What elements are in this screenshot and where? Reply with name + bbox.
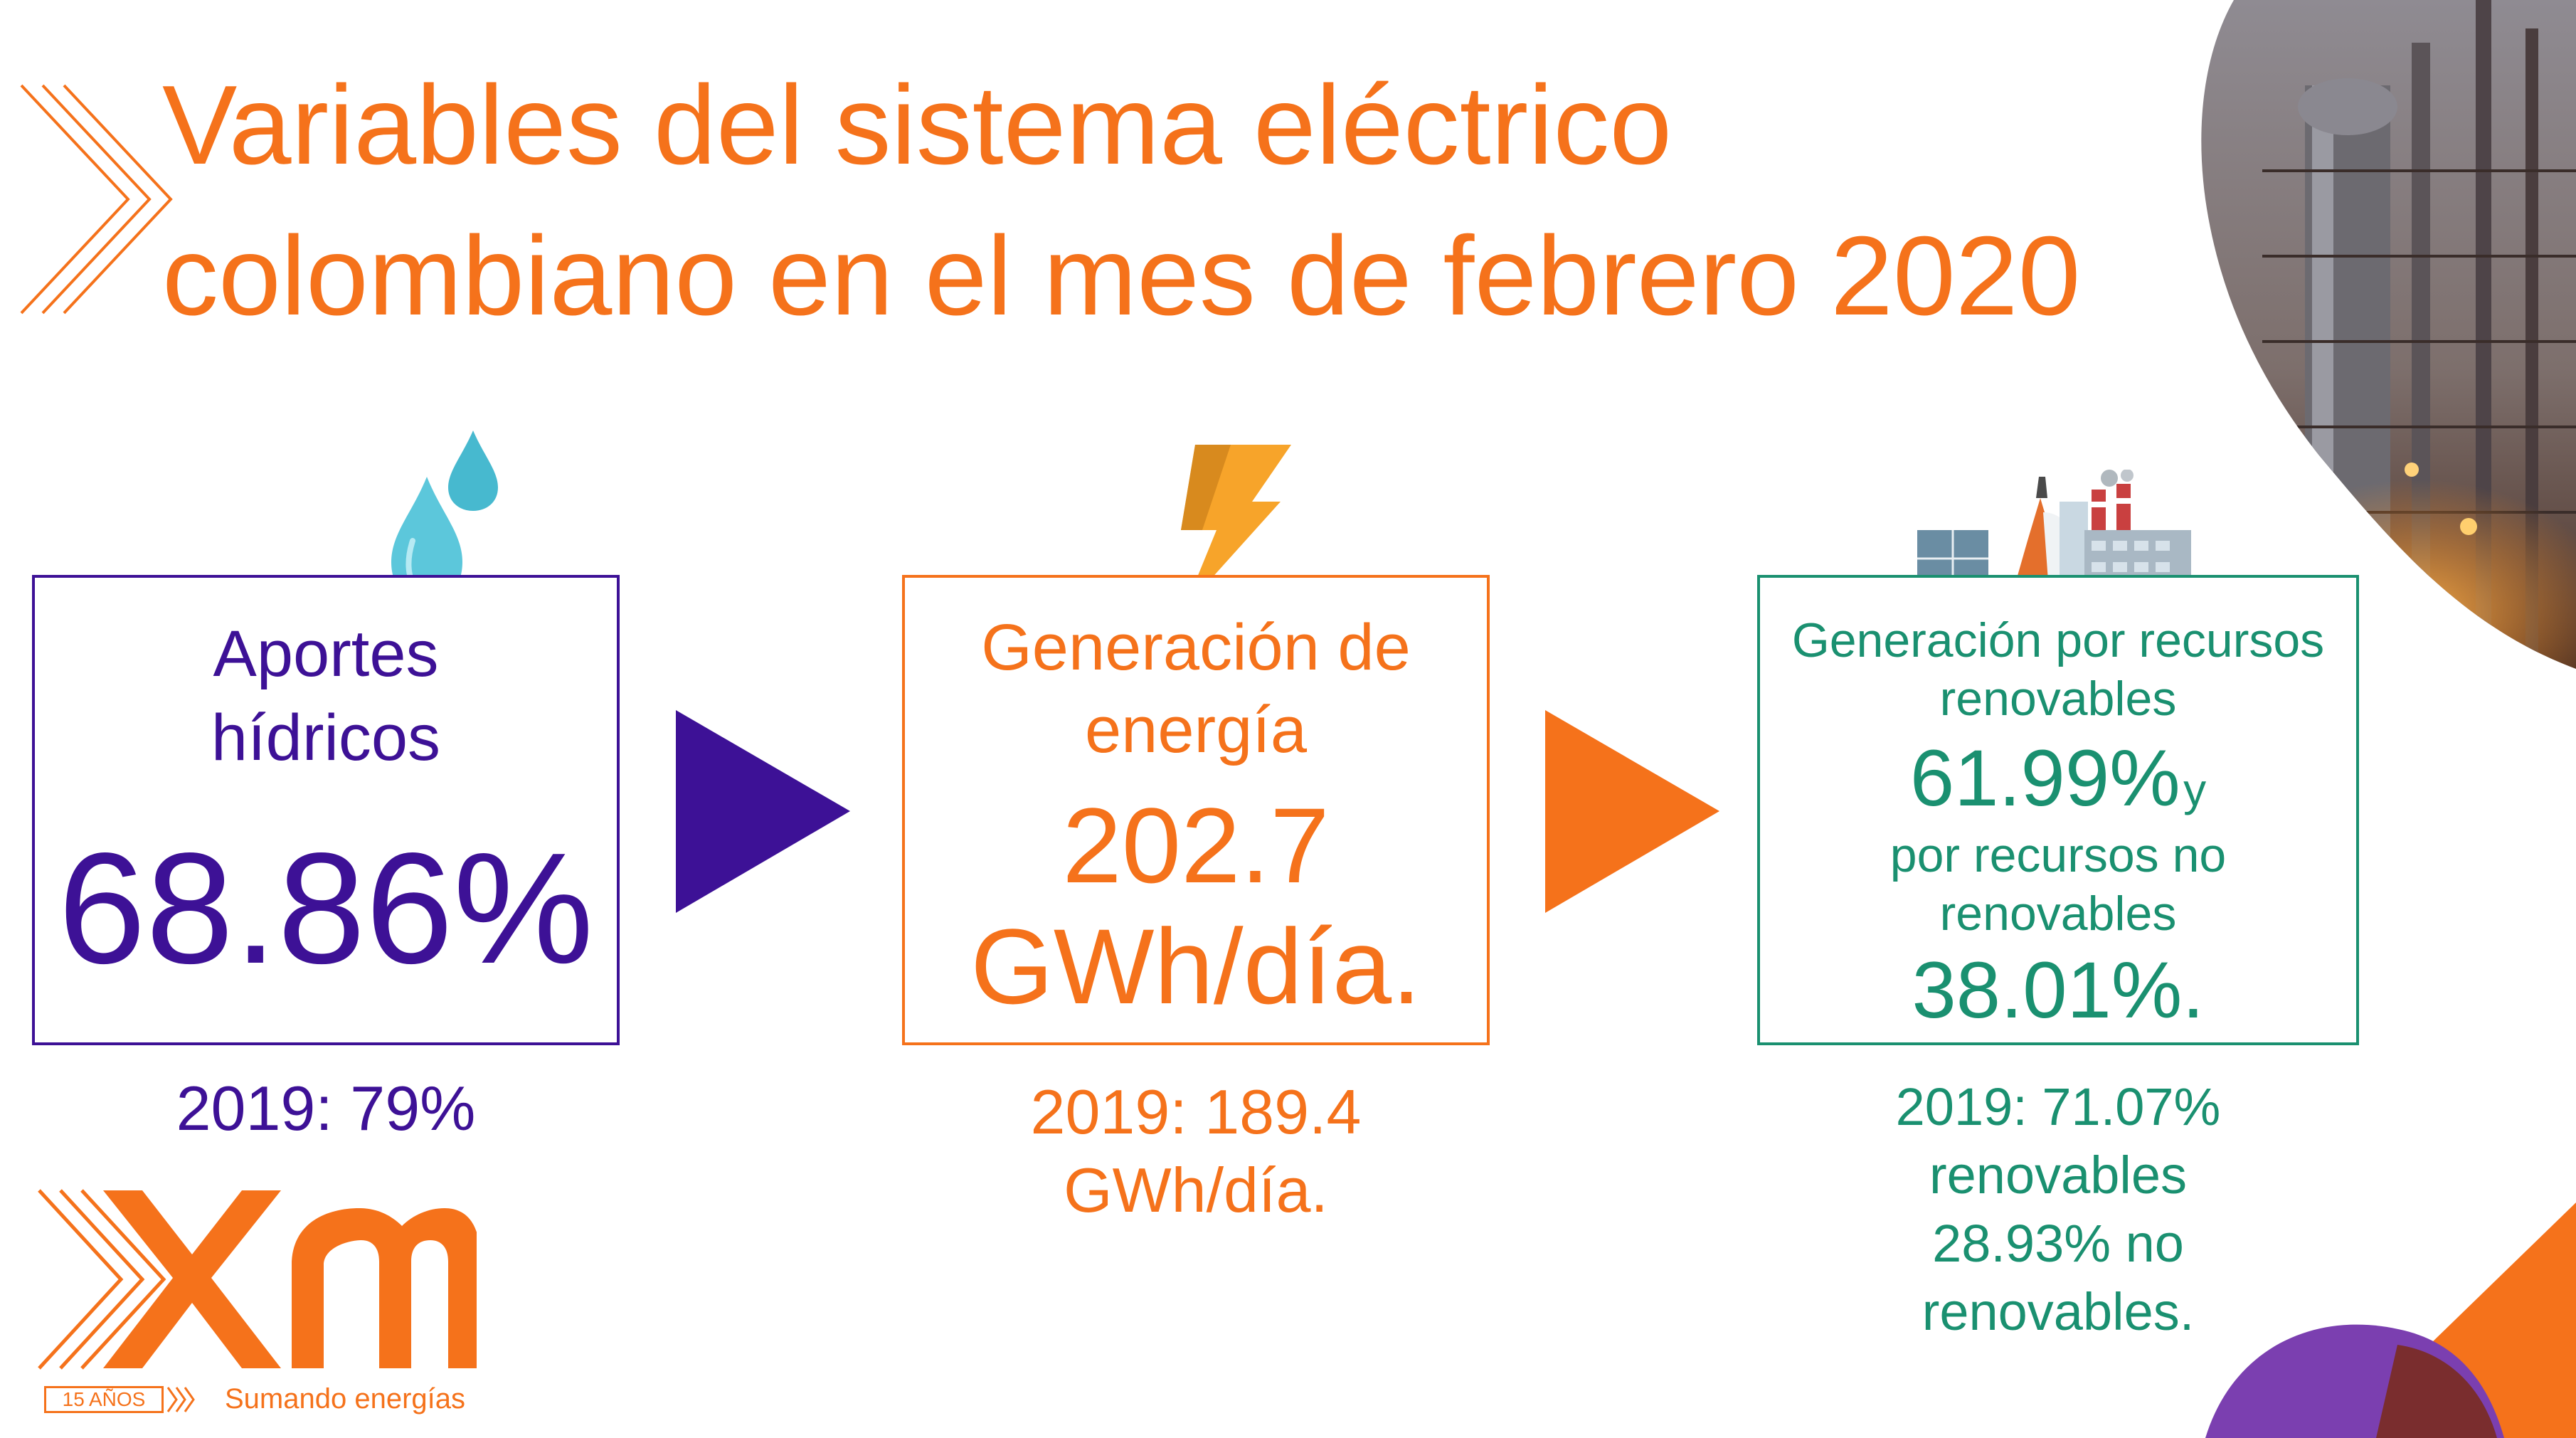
card-value-2: 38.01%. <box>1912 946 2205 1035</box>
corner-decoration <box>2205 1202 2576 1438</box>
note-line-3: 28.93% no <box>1932 1214 2184 1273</box>
chevron-decoration-icon <box>20 84 173 314</box>
note-line-1: 2019: 189.4 <box>1030 1077 1362 1147</box>
card-label-line-1: Generación por recursos <box>1791 613 2325 667</box>
play-arrow-icon <box>676 710 850 913</box>
card-generacion-energia: Generación de energía 202.7 GWh/día. <box>902 575 1490 1045</box>
card-label-line-1: Generación de <box>981 611 1411 684</box>
card-label-line-2: renovables <box>1939 672 2177 726</box>
note-line-4: renovables. <box>1922 1282 2195 1341</box>
card-label-line-2: energía <box>1084 694 1308 766</box>
card-label-line-3: por recursos no <box>1889 828 2227 882</box>
card-label-line-2: hídricos <box>211 702 441 774</box>
title-line-2: colombiano en el mes de febrero 2020 <box>162 213 2081 339</box>
note-2019-aportes: 2019: 79% <box>32 1073 620 1144</box>
logo-tagline: Sumando energías <box>225 1383 466 1415</box>
years-badge: 15 AÑOS <box>44 1386 164 1413</box>
card-value-line-2: GWh/día. <box>970 906 1421 1026</box>
lightning-bolt-icon <box>1181 445 1291 608</box>
xm-logo <box>38 1189 477 1370</box>
note-2019-generacion: 2019: 189.4 GWh/día. <box>902 1073 1490 1230</box>
page-title: Variables del sistema eléctrico colombia… <box>162 50 2225 351</box>
note-line-1: 2019: 79% <box>176 1073 476 1143</box>
card-label-line-1: Aportes <box>213 618 439 690</box>
card-value-1-row: 61.99% y <box>1760 736 2356 845</box>
note-line-1: 2019: 71.07% <box>1895 1077 2221 1136</box>
card-value-line-1: 202.7 <box>1062 786 1330 905</box>
industrial-plant-photo <box>2201 0 2576 669</box>
card-value: 68.86% <box>58 820 594 997</box>
badge-chevrons-icon <box>166 1387 195 1412</box>
title-line-1: Variables del sistema eléctrico <box>162 63 1673 188</box>
note-line-2: renovables <box>1929 1146 2187 1205</box>
note-line-2: GWh/día. <box>1064 1155 1328 1225</box>
card-connector: y <box>2183 764 2207 815</box>
card-generacion-recursos: Generación por recursos renovables 61.99… <box>1757 575 2359 1045</box>
note-2019-recursos: 2019: 71.07% renovables 28.93% no renova… <box>1757 1073 2359 1346</box>
play-arrow-icon <box>1545 710 1719 913</box>
card-aportes-hidricos: Aportes hídricos 68.86% <box>32 575 620 1045</box>
card-label-line-4: renovables <box>1939 887 2177 941</box>
card-value-1: 61.99% <box>1909 734 2180 823</box>
